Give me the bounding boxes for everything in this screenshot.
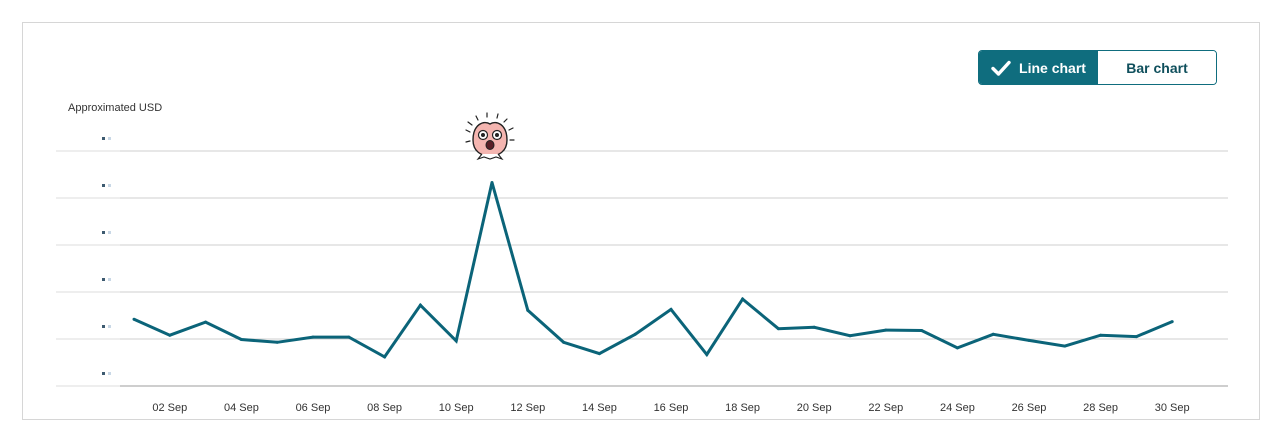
data-point[interactable] bbox=[275, 340, 279, 344]
data-point[interactable] bbox=[633, 332, 637, 336]
data-point[interactable] bbox=[705, 353, 709, 357]
x-tick-label: 20 Sep bbox=[797, 402, 832, 414]
line-chart-label: Line chart bbox=[1019, 59, 1086, 76]
data-point[interactable] bbox=[347, 335, 351, 339]
y-tick-mark bbox=[56, 231, 120, 246]
data-point[interactable] bbox=[562, 340, 566, 344]
data-point[interactable] bbox=[1099, 333, 1103, 337]
x-tick-label: 04 Sep bbox=[224, 402, 259, 414]
data-point[interactable] bbox=[454, 339, 458, 343]
y-tick-mark bbox=[56, 372, 120, 387]
data-point[interactable] bbox=[955, 346, 959, 350]
y-tick-mark bbox=[56, 184, 120, 199]
data-point[interactable] bbox=[669, 307, 673, 311]
x-tick-label: 24 Sep bbox=[940, 402, 975, 414]
y-axis-label: Approximated USD bbox=[68, 102, 163, 114]
y-tick-mark bbox=[56, 278, 120, 293]
data-point[interactable] bbox=[168, 333, 172, 337]
data-point[interactable] bbox=[776, 327, 780, 331]
data-point[interactable] bbox=[311, 335, 315, 339]
data-point[interactable] bbox=[848, 334, 852, 338]
series-line bbox=[133, 182, 1173, 359]
y-axis-ticks bbox=[56, 137, 120, 387]
data-point[interactable] bbox=[490, 180, 494, 184]
data-point[interactable] bbox=[1134, 335, 1138, 339]
data-point[interactable] bbox=[884, 328, 888, 332]
x-tick-label: 22 Sep bbox=[868, 402, 903, 414]
x-tick-label: 16 Sep bbox=[654, 402, 689, 414]
x-tick-label: 06 Sep bbox=[296, 402, 331, 414]
data-point[interactable] bbox=[741, 297, 745, 301]
peach-mascot-icon bbox=[465, 112, 515, 161]
x-tick-label: 30 Sep bbox=[1155, 402, 1190, 414]
data-point[interactable] bbox=[991, 332, 995, 336]
data-point[interactable] bbox=[812, 325, 816, 329]
y-tick-mark bbox=[56, 137, 120, 152]
line-chart-button[interactable]: Line chart bbox=[979, 51, 1098, 84]
data-point[interactable] bbox=[132, 317, 136, 321]
x-tick-label: 12 Sep bbox=[510, 402, 545, 414]
chart-card bbox=[22, 22, 1260, 420]
data-point[interactable] bbox=[597, 352, 601, 356]
data-point[interactable] bbox=[920, 329, 924, 333]
chart-type-toggle: Line chart Bar chart bbox=[978, 50, 1217, 85]
x-tick-label: 18 Sep bbox=[725, 402, 760, 414]
series-group bbox=[132, 180, 1174, 359]
x-tick-label: 28 Sep bbox=[1083, 402, 1118, 414]
data-point[interactable] bbox=[239, 337, 243, 341]
check-icon bbox=[991, 60, 1011, 76]
x-tick-label: 26 Sep bbox=[1012, 402, 1047, 414]
x-axis-ticks: 02 Sep 04 Sep 06 Sep 08 Sep 10 Sep 12 Sep 14 S… bbox=[152, 402, 1189, 414]
data-point[interactable] bbox=[526, 308, 530, 312]
data-point[interactable] bbox=[1063, 344, 1067, 348]
y-tick-mark bbox=[56, 325, 120, 340]
x-tick-label: 02 Sep bbox=[152, 402, 187, 414]
data-point[interactable] bbox=[383, 355, 387, 359]
bar-chart-label: Bar chart bbox=[1126, 59, 1188, 76]
data-point[interactable] bbox=[1170, 320, 1174, 324]
x-tick-label: 10 Sep bbox=[439, 402, 474, 414]
bar-chart-button[interactable]: Bar chart bbox=[1098, 51, 1216, 84]
x-tick-label: 08 Sep bbox=[367, 402, 402, 414]
data-point[interactable] bbox=[1027, 338, 1031, 342]
data-point[interactable] bbox=[204, 320, 208, 324]
grid-lines bbox=[120, 150, 1228, 387]
x-tick-label: 14 Sep bbox=[582, 402, 617, 414]
data-point[interactable] bbox=[418, 303, 422, 307]
